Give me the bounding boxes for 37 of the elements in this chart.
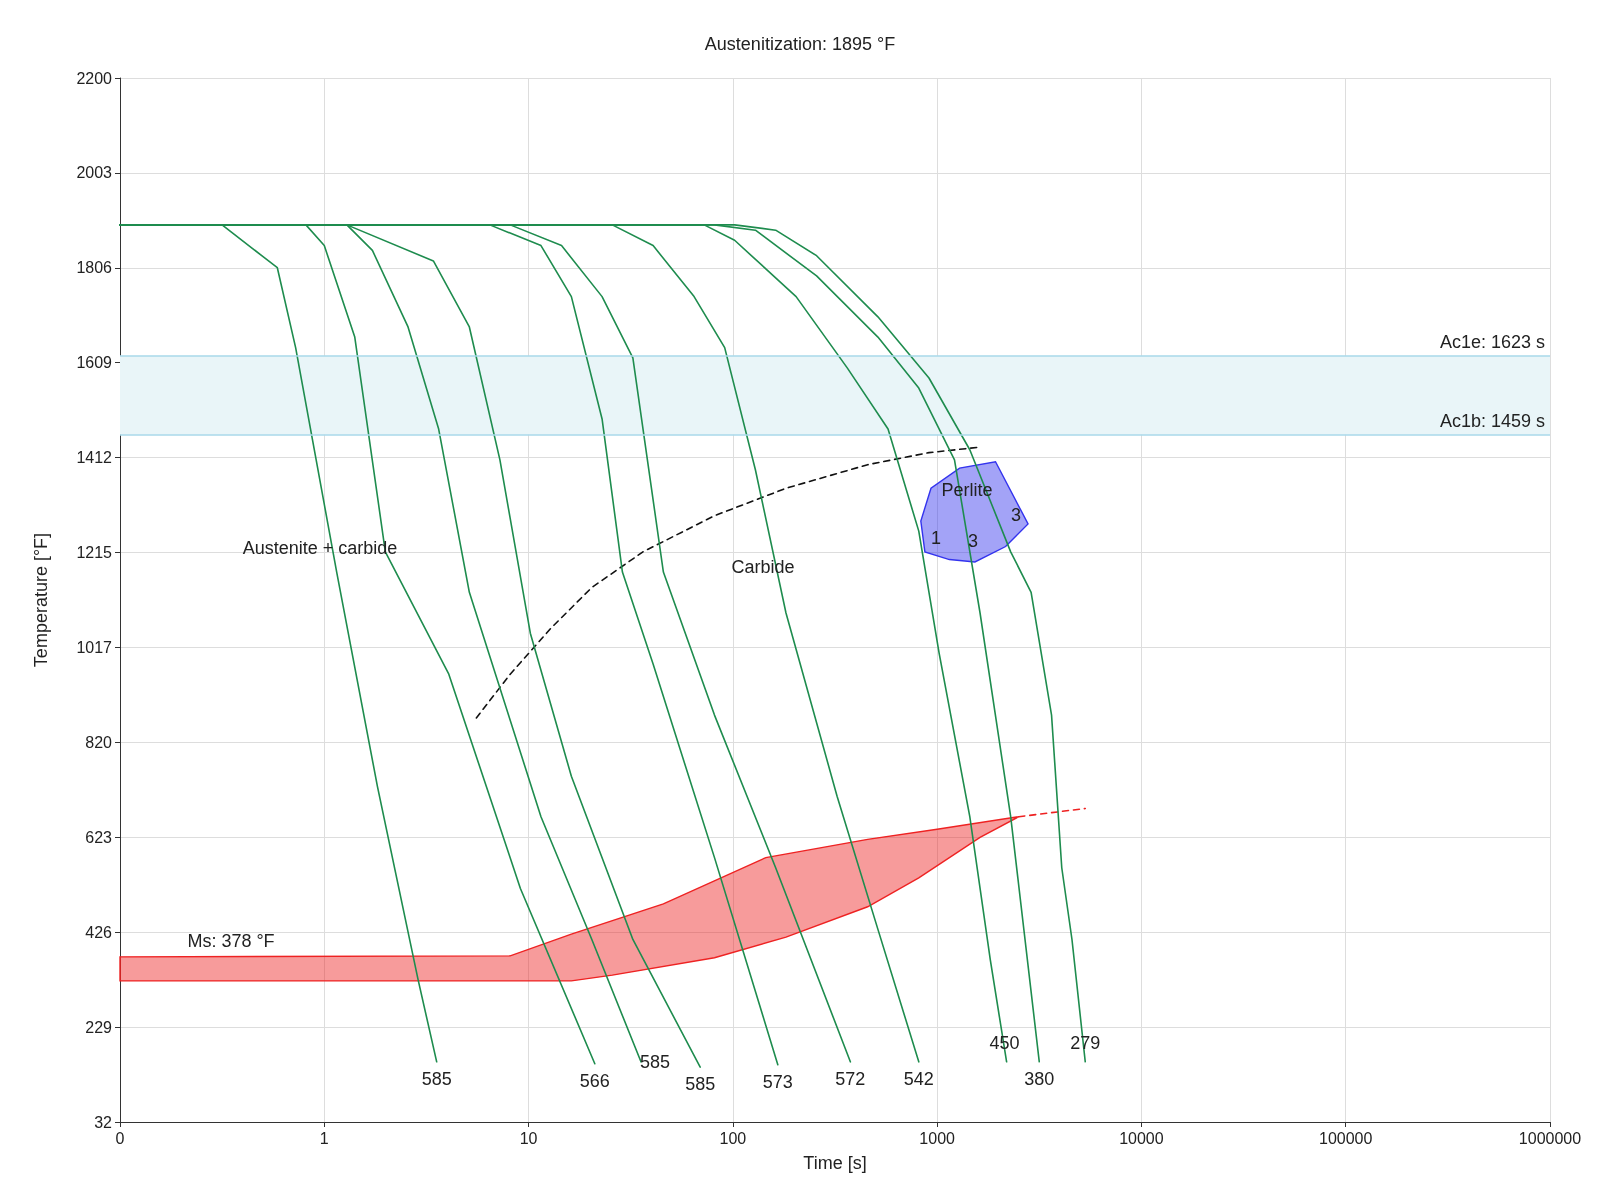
- y-tick-label: 2200: [76, 69, 113, 87]
- x-tick-label: 10000: [1119, 1129, 1164, 1147]
- annotation: 542: [903, 1068, 934, 1089]
- annotation: 1: [930, 528, 942, 548]
- y-axis-title: Temperature [°F]: [31, 532, 51, 668]
- y-tick-label: 1806: [76, 259, 113, 277]
- ref-line-label: Ac1e: 1623 s: [1439, 331, 1545, 352]
- y-tick-label: 1017: [76, 638, 113, 656]
- x-tick-label: 10: [519, 1129, 538, 1147]
- y-tick-label: 623: [85, 828, 113, 846]
- y-tick-label: 426: [85, 923, 113, 941]
- x-tick-label: 0: [115, 1129, 125, 1147]
- annotation: 3: [967, 531, 979, 551]
- chart-title: Austenitization: 1895 °F: [704, 34, 896, 54]
- annotation: 585: [421, 1068, 452, 1089]
- x-tick-label: 100: [719, 1129, 747, 1147]
- annotation: 573: [762, 1071, 793, 1092]
- x-tick-label: 1000000: [1518, 1129, 1582, 1147]
- ref-line-label: Ac1b: 1459 s: [1439, 410, 1545, 431]
- x-tick-label: 100000: [1319, 1129, 1373, 1147]
- annotation: 380: [1024, 1068, 1055, 1089]
- annotation: Ms: 378 °F: [187, 931, 275, 951]
- annotation: 585: [639, 1051, 670, 1072]
- annotation: 566: [579, 1070, 610, 1091]
- y-tick-label: 229: [85, 1018, 113, 1036]
- annotation: 3: [1010, 505, 1022, 525]
- y-tick-label: 1609: [76, 354, 113, 372]
- x-axis-title: Time [s]: [803, 1153, 867, 1173]
- y-tick-label: 1215: [76, 544, 113, 562]
- annotation: 585: [685, 1074, 716, 1095]
- y-tick-label: 1412: [76, 449, 113, 467]
- annotation: 572: [835, 1068, 866, 1089]
- x-tick-label: 1: [319, 1129, 329, 1147]
- y-tick-label: 2003: [76, 164, 113, 182]
- x-tick-label: 1000: [919, 1129, 956, 1147]
- y-tick-label: 820: [85, 733, 113, 751]
- y-tick-label: 32: [94, 1113, 113, 1131]
